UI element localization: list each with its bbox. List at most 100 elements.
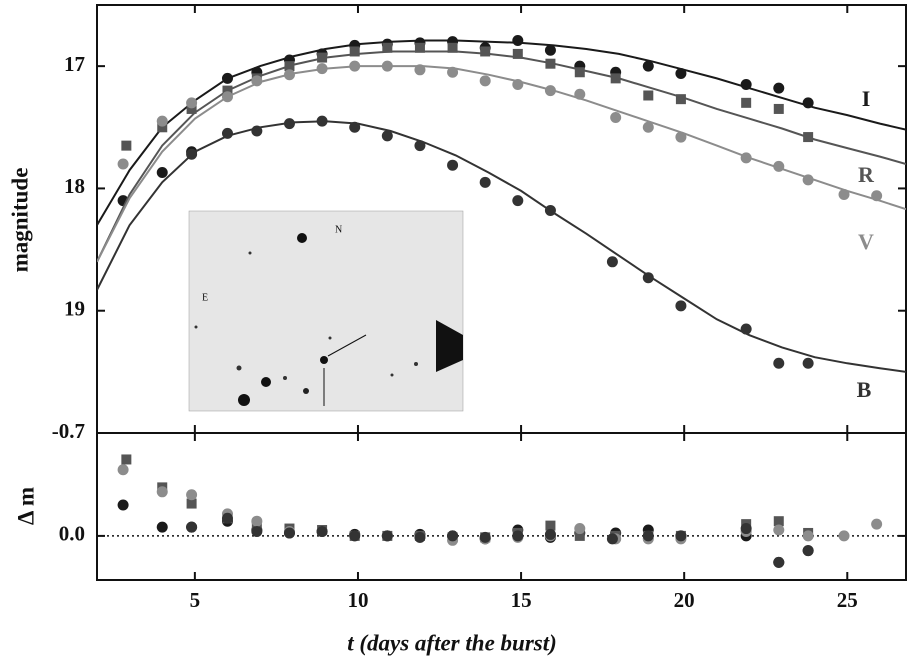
data-point [675, 94, 686, 105]
data-point [838, 530, 850, 542]
data-point [610, 73, 621, 84]
data-point [871, 190, 883, 202]
data-point [773, 82, 785, 94]
data-point [186, 97, 198, 109]
data-point [221, 127, 233, 139]
data-point [675, 530, 687, 542]
plot-area [117, 454, 883, 568]
y-tick-label: 0.0 [59, 522, 85, 546]
series-label: R [858, 162, 875, 187]
data-point [642, 121, 654, 133]
data-point [156, 486, 168, 498]
data-point [741, 97, 752, 108]
data-point [610, 112, 622, 124]
data-point [642, 272, 654, 284]
data-point [606, 256, 618, 268]
data-point [642, 60, 654, 72]
plot-frame [96, 432, 907, 581]
data-point [349, 121, 361, 133]
data-point [186, 521, 198, 533]
data-point [512, 78, 524, 90]
series-label: I [862, 86, 871, 111]
y-axis-title: magnitude [7, 168, 32, 273]
fit-curve [97, 39, 906, 226]
data-point [479, 176, 491, 188]
data-point [512, 530, 524, 542]
data-point [773, 556, 785, 568]
series-label: B [857, 377, 872, 402]
data-point [316, 115, 328, 127]
data-point [157, 122, 168, 133]
data-point [544, 204, 556, 216]
data-point [251, 515, 263, 527]
data-point [186, 148, 198, 160]
data-point [802, 530, 814, 542]
y-tick-label: -0.7 [52, 419, 85, 443]
data-point [802, 97, 814, 109]
data-point [447, 530, 459, 542]
data-point [740, 323, 752, 335]
data-point [544, 528, 556, 540]
data-point [447, 159, 459, 171]
data-point [117, 464, 129, 476]
data-point [381, 530, 393, 542]
y-tick-label: 19 [64, 297, 85, 321]
data-point [574, 523, 586, 535]
data-point [186, 498, 197, 509]
inset-image: N E [188, 210, 464, 412]
fit-curve [97, 50, 906, 263]
data-point [740, 78, 752, 90]
data-point [675, 67, 687, 79]
data-point [414, 42, 425, 53]
data-point [121, 454, 132, 465]
data-point [643, 90, 654, 101]
data-point [156, 167, 168, 179]
plot-area [97, 34, 906, 373]
data-point [479, 531, 491, 543]
data-point [283, 527, 295, 539]
data-point [512, 195, 524, 207]
data-point [773, 357, 785, 369]
data-point [479, 75, 491, 87]
inset-label: N [335, 224, 342, 235]
data-point [316, 525, 328, 537]
data-point [186, 103, 197, 114]
data-point [117, 499, 129, 511]
x-tick-label: 10 [347, 588, 368, 612]
data-point [251, 75, 263, 87]
data-point [574, 67, 585, 78]
data-point [221, 72, 233, 84]
data-point [512, 48, 523, 59]
data-point [773, 524, 785, 536]
data-point [156, 521, 168, 533]
x-tick-label: 20 [674, 588, 695, 612]
data-point [382, 42, 393, 53]
data-point [221, 512, 233, 524]
data-point [773, 103, 784, 114]
data-point [251, 525, 263, 537]
data-point [349, 46, 360, 57]
data-point [186, 489, 198, 501]
data-point [349, 530, 361, 542]
data-point [545, 58, 556, 69]
data-point [222, 85, 233, 96]
data-point [574, 530, 585, 541]
data-point [606, 533, 618, 545]
data-point [838, 189, 850, 201]
data-point [284, 61, 295, 72]
data-point [545, 520, 556, 531]
x-axis-title: t (days after the burst) [347, 630, 557, 655]
data-point [675, 131, 687, 143]
data-point [381, 130, 393, 142]
data-point [574, 88, 586, 100]
data-point [316, 63, 328, 75]
data-point [121, 140, 132, 151]
data-point [381, 60, 393, 72]
data-point [773, 160, 785, 172]
data-point [156, 115, 168, 127]
x-tick-label: 5 [190, 588, 201, 612]
data-point [117, 158, 129, 170]
data-point [773, 516, 784, 527]
data-point [480, 46, 491, 57]
